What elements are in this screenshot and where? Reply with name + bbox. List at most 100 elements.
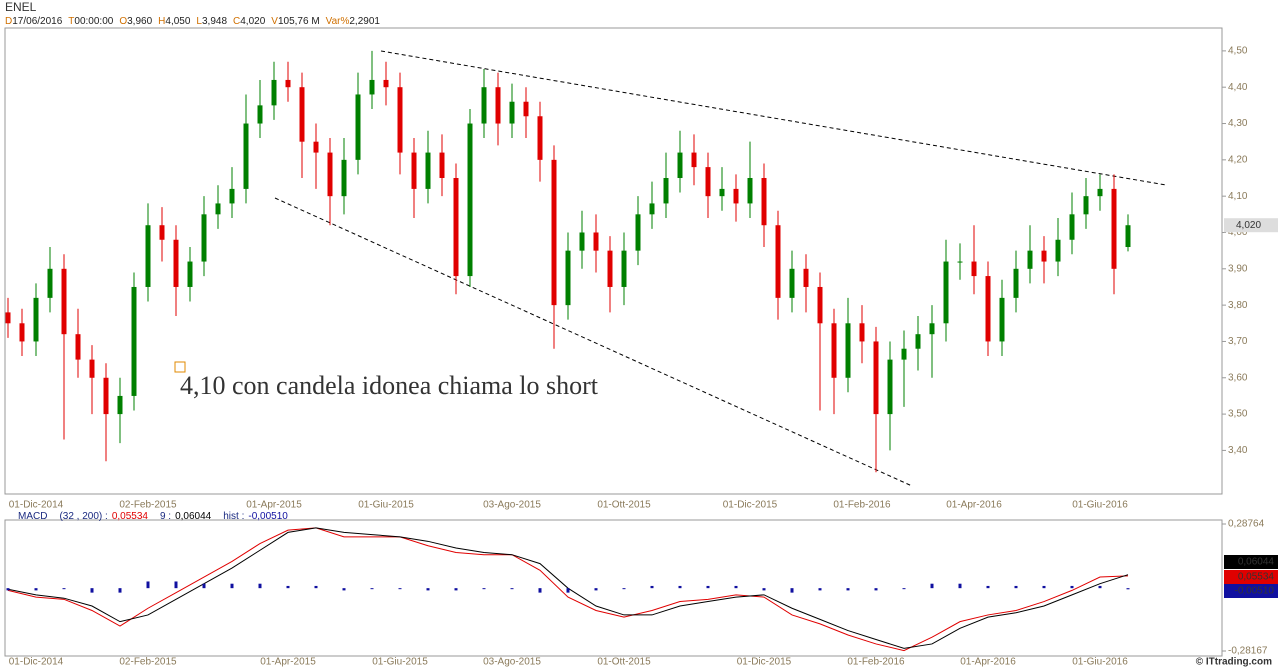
legend-name: 9 : (160, 511, 171, 522)
histogram-bar (846, 588, 850, 591)
trendline (274, 197, 913, 487)
header-key: H (158, 16, 165, 27)
histogram-bar (818, 588, 822, 591)
header-value: 3,948 (202, 16, 227, 27)
x-tick-label: 03-Ago-2015 (483, 657, 541, 668)
histogram-bar (958, 583, 962, 589)
candle-body (369, 79, 375, 95)
candle-body (383, 79, 389, 88)
x-tick-label: 01-Ott-2015 (597, 657, 651, 668)
candle-body (789, 268, 795, 298)
value-box-label: -0,00510 (1235, 586, 1275, 597)
candle-body (565, 250, 571, 306)
value-box-label: 0,05534 (1238, 572, 1275, 583)
candle-body (1041, 250, 1047, 262)
candle-body (243, 123, 249, 189)
candle-body (33, 297, 39, 342)
candle-body (859, 323, 865, 342)
candle-body (733, 188, 739, 204)
histogram-bar (874, 588, 878, 591)
candle-body (5, 312, 11, 324)
candle-body (117, 395, 123, 415)
header-key: Var% (326, 16, 350, 27)
candle-body (201, 214, 207, 262)
candle-body (873, 341, 879, 415)
histogram-bar (538, 588, 542, 593)
histogram-bar (986, 585, 990, 589)
x-tick-label: 01-Feb-2016 (833, 500, 891, 511)
candle-body (103, 377, 109, 415)
candle-body (1111, 188, 1117, 269)
histogram-bar (706, 585, 710, 589)
candle-body (831, 323, 837, 378)
x-tick-label: 01-Dic-2015 (737, 657, 792, 668)
chart-title: ENEL (5, 0, 37, 14)
y-tick-label: 4,50 (1228, 46, 1248, 57)
header-value: 00:00:00 (74, 16, 113, 27)
header-info: D17/06/2016 T00:00:00 O3,960 H4,050 L3,948 C4… (5, 16, 380, 27)
candle-body (537, 116, 543, 160)
candle-body (481, 87, 487, 124)
value-box (1224, 570, 1278, 584)
candle-body (439, 152, 445, 179)
x-tick-label: 03-Ago-2015 (483, 500, 541, 511)
candle-body (1027, 250, 1033, 269)
candle-body (89, 359, 95, 378)
candle-body (523, 101, 529, 117)
candle-body (817, 286, 823, 324)
x-tick-label: 01-Apr-2015 (246, 500, 302, 511)
y-tick-label: 4,10 (1228, 191, 1248, 202)
candle-body (705, 167, 711, 197)
candle-body (551, 159, 557, 306)
histogram-bar (566, 588, 570, 593)
histogram-bar (762, 588, 766, 591)
header-value: 3,960 (127, 16, 152, 27)
candle-body (1055, 239, 1061, 262)
histogram-bar (1014, 585, 1018, 589)
histogram-bar (6, 588, 10, 591)
candle-body (187, 261, 193, 287)
candle-body (1083, 196, 1089, 215)
header-key: D (5, 16, 12, 27)
candle-body (957, 261, 963, 263)
histogram-bar (370, 588, 374, 590)
value-box-label: 0,06044 (1238, 557, 1275, 568)
histogram-bar (1042, 585, 1046, 589)
candle-body (453, 178, 459, 277)
histogram-bar (118, 588, 122, 593)
histogram-bar (286, 585, 290, 589)
annotation-marker (174, 361, 186, 373)
x-tick-label: 01-Apr-2016 (960, 657, 1016, 668)
price-panel (4, 27, 1223, 495)
y-tick-label: 3,70 (1228, 336, 1248, 347)
candle-body (971, 261, 977, 277)
histogram-bar (678, 585, 682, 589)
candle-body (915, 334, 921, 349)
x-tick-label: 02-Feb-2015 (119, 657, 177, 668)
header-value: 4,050 (165, 16, 190, 27)
header-key: V (271, 16, 278, 27)
candle-body (985, 276, 991, 342)
candle-body (215, 203, 221, 215)
y-tick-label: 0,28764 (1228, 519, 1265, 530)
candle-body (173, 239, 179, 287)
candle-body (887, 359, 893, 415)
candle-body (943, 261, 949, 324)
histogram-bar (1098, 585, 1102, 589)
header-value: 4,020 (240, 16, 265, 27)
histogram-bar (482, 588, 486, 590)
annotation: 4,10 con candela idonea chiama lo short (180, 371, 599, 400)
y-tick-label: 4,40 (1228, 82, 1248, 93)
histogram-bar (230, 583, 234, 589)
histogram-bar (622, 588, 626, 590)
histogram-bar (146, 581, 150, 589)
histogram-bar (1126, 588, 1130, 590)
candle-body (1097, 188, 1103, 197)
header-value: 105,76 M (278, 16, 320, 27)
histogram-bar (62, 588, 66, 590)
y-tick-label: 3,80 (1228, 300, 1248, 311)
candle-body (313, 141, 319, 153)
x-tick-label: 01-Dic-2014 (9, 500, 64, 511)
candle-body (75, 334, 81, 360)
legend-name: hist : (223, 511, 244, 522)
